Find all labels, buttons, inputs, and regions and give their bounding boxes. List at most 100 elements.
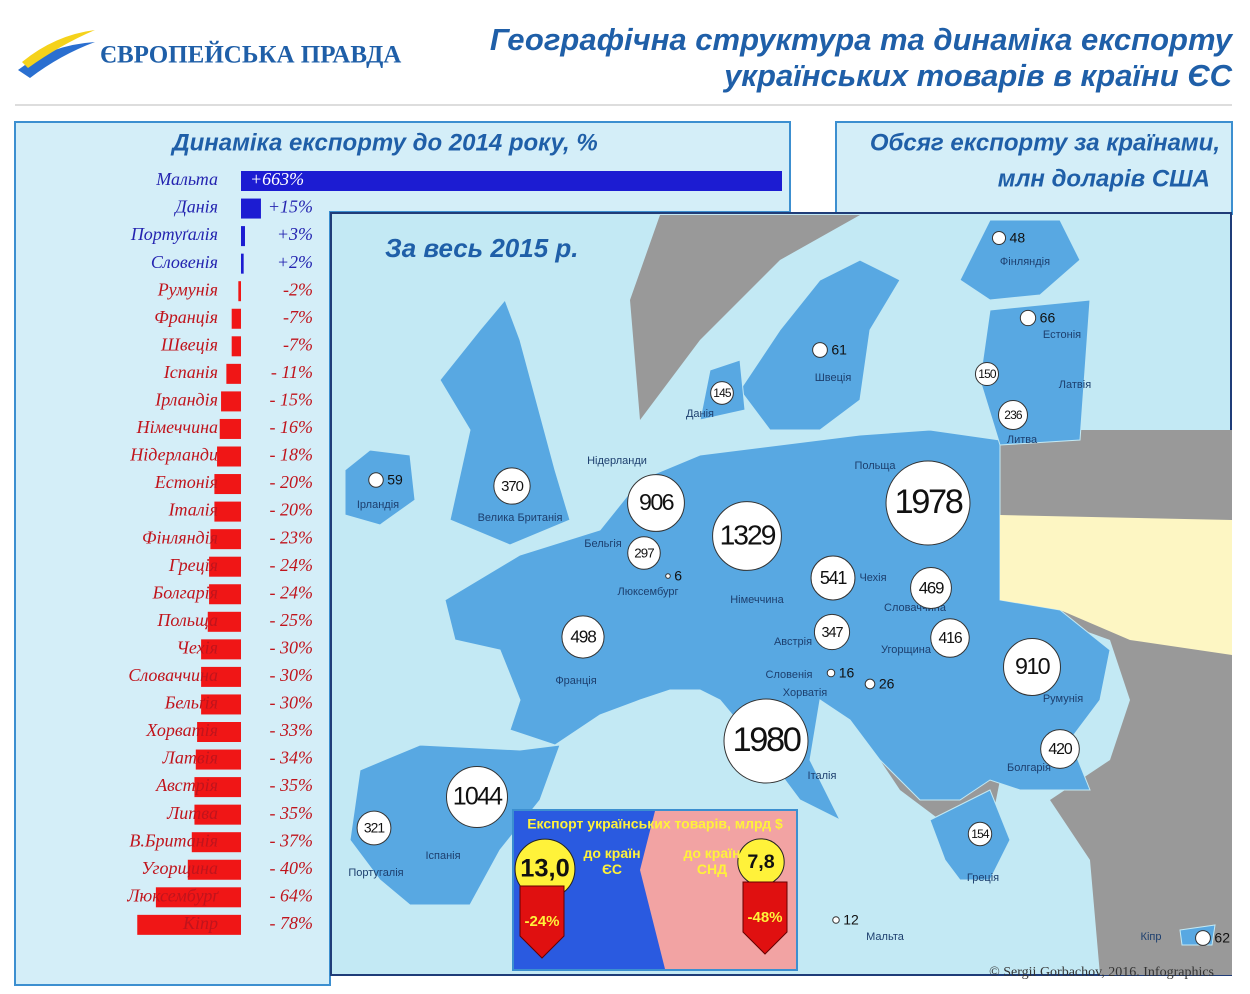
country-label: Румунія <box>1043 693 1083 705</box>
country-label: Фінляндія <box>1000 256 1050 268</box>
value-label: - 30% <box>270 693 314 713</box>
bubble-value: 61 <box>831 342 847 358</box>
category-label: Портуґалія <box>130 224 218 244</box>
bubble <box>1003 638 1061 696</box>
bubble <box>445 765 509 829</box>
category-label: Румунія <box>157 279 218 299</box>
bubble <box>627 536 661 570</box>
bubble <box>997 399 1029 431</box>
bubble-value: 7,8 <box>747 851 774 873</box>
country-label: Велика Британія <box>478 512 563 524</box>
bubble-value: 297 <box>634 546 654 561</box>
bubble <box>710 381 734 405</box>
country-label: Данія <box>686 408 714 420</box>
value-label: - 30% <box>270 665 314 685</box>
bar-title: Динаміка експорту до 2014 року, % <box>170 129 597 156</box>
value-label: - 40% <box>270 858 314 878</box>
value-label: - 64% <box>270 885 314 905</box>
country-label: Франція <box>555 675 596 687</box>
country-label: Люксембург <box>617 586 678 598</box>
bar <box>214 501 241 522</box>
bubble-value: 498 <box>570 627 596 647</box>
title: Географічна структура та динаміка експор… <box>490 22 1234 57</box>
bubble-value: 150 <box>978 367 997 381</box>
value-label: +2% <box>277 252 313 272</box>
bubble <box>967 821 993 847</box>
country-label: Кіпр <box>1141 931 1162 943</box>
category-label: Литва <box>166 803 218 823</box>
country-label: Греція <box>967 872 999 884</box>
bubble <box>864 678 876 690</box>
category-label: Греція <box>168 555 218 575</box>
bubble-value: 59 <box>387 472 403 488</box>
bubble-value: 910 <box>1015 653 1051 679</box>
inset-title: Експорт українських товарів, млрд $ <box>527 816 783 832</box>
country-label: Німеччина <box>730 594 784 606</box>
bar <box>137 914 241 935</box>
bar <box>231 308 241 329</box>
category-label: Бельґія <box>164 693 218 713</box>
value-label: +15% <box>268 197 313 217</box>
map-subtitle: За весь 2015 р. <box>385 233 579 263</box>
bar <box>219 418 241 439</box>
bubble-value: 347 <box>821 625 843 641</box>
country-label: Чехія <box>859 572 886 584</box>
value-label: +3% <box>277 224 313 244</box>
value-label: - 15% <box>270 390 314 410</box>
bubble <box>1019 309 1037 327</box>
bubble <box>991 230 1007 246</box>
bar <box>207 611 241 632</box>
change-arrow <box>519 885 565 959</box>
country-label: Італія <box>808 770 837 782</box>
bubble-value: 16 <box>839 665 855 681</box>
category-label: Ірландія <box>154 390 218 410</box>
bar <box>214 474 241 495</box>
bubble-value: 236 <box>1004 408 1023 422</box>
country-label: Угорщина <box>881 644 932 656</box>
bubble-value: 12 <box>843 912 859 928</box>
category-label: Словаччина <box>128 665 218 685</box>
bar <box>194 777 241 798</box>
category-label: Данія <box>173 197 218 217</box>
country-label: Бельгія <box>584 538 622 550</box>
country-label: Хорватія <box>783 687 828 699</box>
bubble <box>813 613 851 651</box>
country-label: Естонія <box>1043 329 1081 341</box>
country-label: Швеція <box>815 372 852 384</box>
bubble <box>493 467 531 505</box>
bar <box>241 171 782 191</box>
category-label: Словенія <box>151 252 218 272</box>
country-label: Іспанія <box>425 850 460 862</box>
value-label: - 24% <box>270 582 314 602</box>
country-label: Словенія <box>766 669 813 681</box>
bubble <box>712 501 782 571</box>
country-label: Португалія <box>348 867 403 879</box>
bar <box>241 226 245 247</box>
bubble <box>627 474 685 532</box>
bar <box>231 336 241 357</box>
bubble-value: 6 <box>674 568 682 584</box>
bar <box>194 804 241 825</box>
bar <box>201 666 241 687</box>
bubble-value: 469 <box>919 578 944 597</box>
country-label: Литва <box>1007 434 1038 446</box>
category-label: Чехія <box>176 637 218 657</box>
bar <box>226 363 241 384</box>
bubble-value: 66 <box>1040 310 1056 326</box>
title: українських товарів в країни ЄС <box>722 58 1233 93</box>
bar <box>195 749 241 770</box>
bubble-value: 48 <box>1010 230 1026 246</box>
bubble-value: 1044 <box>453 783 503 811</box>
bar <box>187 859 241 880</box>
country-label: Польща <box>854 460 896 472</box>
bubble <box>356 810 392 846</box>
bubble <box>974 361 1000 387</box>
bar <box>209 556 241 577</box>
value-label: -7% <box>283 334 313 354</box>
bar <box>191 832 241 853</box>
map-title: Обсяг експорту за країнами, <box>870 129 1220 156</box>
bubble-value: 541 <box>820 568 848 588</box>
category-label: Фінляндія <box>142 527 218 547</box>
value-label: - 20% <box>270 500 314 520</box>
value-label: - 16% <box>270 417 314 437</box>
